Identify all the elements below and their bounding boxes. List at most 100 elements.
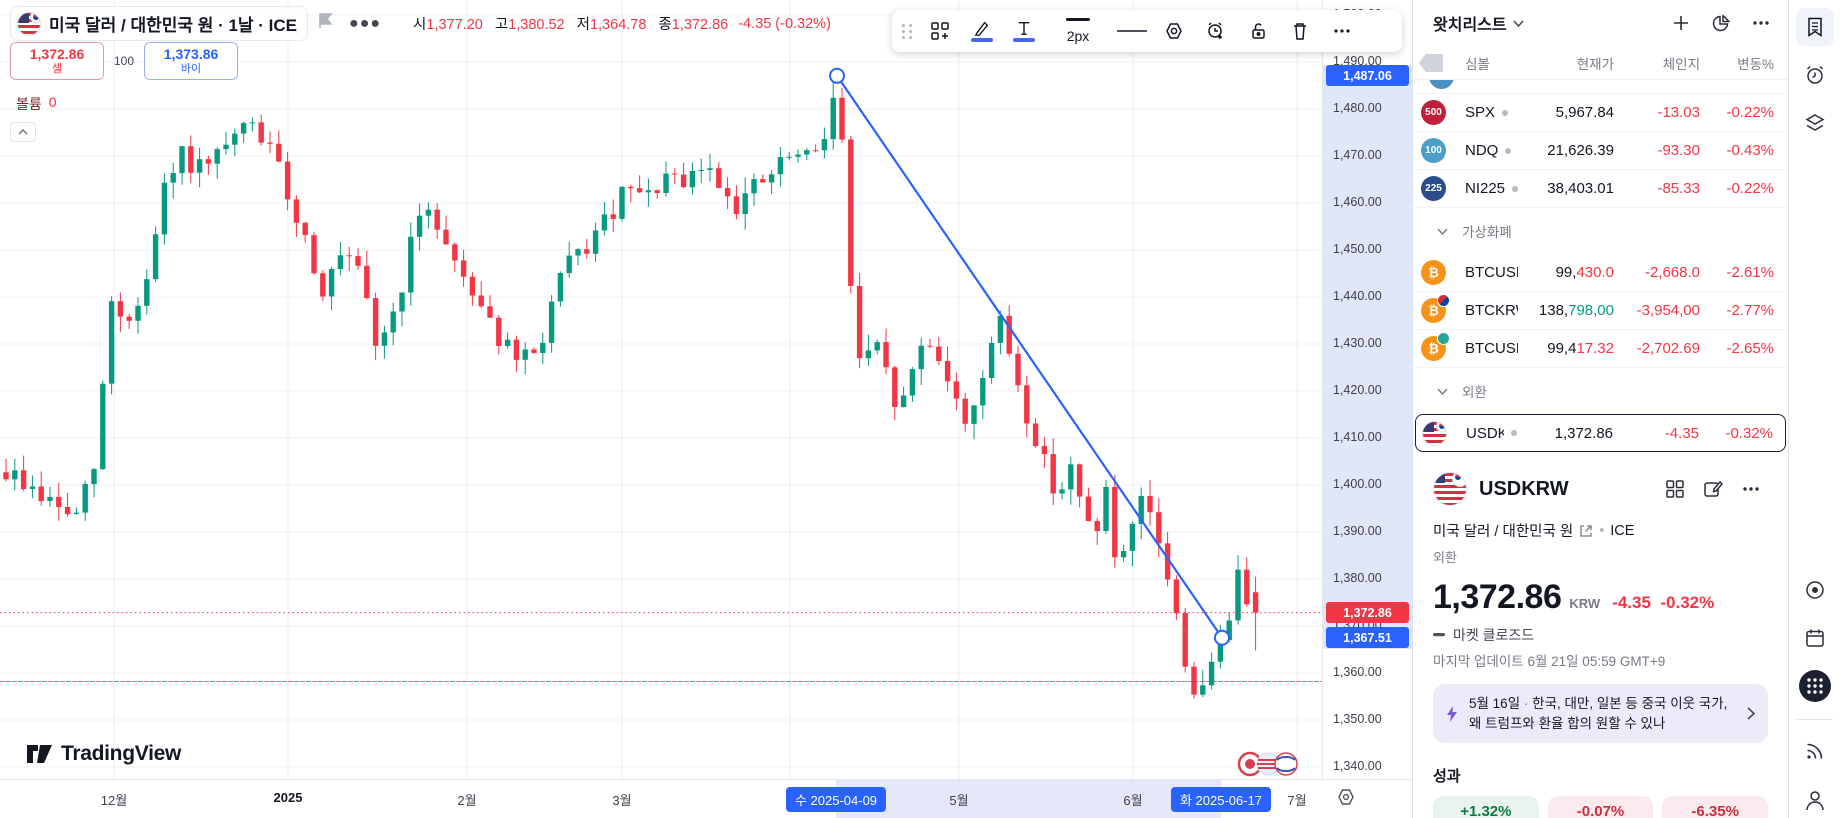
watchlist-row-NI225[interactable]: 225 NI225 38,403.01 -85.33 -0.22% — [1413, 170, 1788, 208]
performance-tile[interactable]: +1.32% — [1433, 796, 1539, 818]
external-link-icon[interactable] — [1579, 524, 1593, 538]
symbol-name: NDQ — [1465, 142, 1499, 159]
watchlist-section-가상화폐[interactable]: 가상화폐 — [1413, 208, 1788, 254]
watchlist-row-NDQ[interactable]: 100 NDQ 21,626.39 -93.30 -0.43% — [1413, 132, 1788, 170]
symbol-change-pct: -2.65% — [1726, 340, 1774, 357]
column-symbol[interactable]: 심볼 — [1465, 56, 1490, 72]
market-status-dot — [1505, 147, 1512, 154]
collapse-pane-button[interactable] — [10, 122, 36, 142]
usdkrw-flag-icon — [17, 11, 41, 36]
watchlist-column-headers: 심볼 현재가 체인지 변동% — [1413, 46, 1788, 80]
column-change[interactable]: 체인지 — [1662, 56, 1700, 72]
chevron-right-icon — [1747, 707, 1755, 720]
trendline-end-price-label: 1,367.51 — [1326, 627, 1409, 648]
symbol-change-pct: -0.43% — [1726, 142, 1774, 159]
usdkrw-badge-icon — [1422, 420, 1447, 446]
ohlc-values: 시1,377.20 고1,380.52 저1,364.78 종1,372.86 — [413, 17, 729, 33]
line-width-button[interactable]: 2px — [1046, 14, 1110, 48]
symbol-badge-icon: 500 — [1421, 100, 1446, 125]
market-status-dot — [1511, 430, 1517, 436]
add-symbol-icon[interactable] — [1664, 6, 1698, 40]
performance-tile[interactable]: -6.35% — [1662, 796, 1769, 818]
heatmap-pie-icon[interactable] — [1704, 6, 1738, 40]
sidebar-news-feed-icon[interactable] — [1796, 732, 1834, 770]
detail-symbol[interactable]: USDKRW — [1479, 477, 1569, 500]
lock-icon[interactable] — [1238, 14, 1278, 48]
timezone-settings-icon[interactable] — [1336, 787, 1356, 812]
detail-more-icon[interactable] — [1734, 472, 1768, 506]
scroll-tab-icon[interactable] — [1419, 54, 1443, 72]
sidebar-apps-grid-icon[interactable] — [1796, 667, 1834, 705]
symbol-detail-panel: USDKRW 미국 달러 / 대한민국 원 — [1412, 456, 1788, 818]
sidebar-object-tree-icon[interactable] — [1796, 104, 1834, 142]
market-status-dot — [1502, 109, 1509, 116]
detail-edit-icon[interactable] — [1696, 472, 1730, 506]
watchlist-row-BTCUSDT[interactable]: ₿ BTCUSDT 99,417.32 -2,702.69 -2.65% — [1413, 330, 1788, 368]
detail-grid-icon[interactable] — [1658, 472, 1692, 506]
toolbar-drag-handle-icon[interactable] — [898, 23, 916, 39]
candlestick-chart[interactable] — [0, 0, 1322, 779]
symbol-change-pct: -0.22% — [1726, 104, 1774, 121]
line-style-button[interactable] — [1112, 14, 1152, 48]
flag-bookmark-icon[interactable] — [318, 13, 333, 34]
last-update: 마지막 업데이트 6월 21일 05:59 GMT+9 — [1433, 654, 1666, 669]
detail-description: 미국 달러 / 대한민국 원 — [1433, 524, 1574, 540]
trendline-start-price-label: 1,487.06 — [1326, 65, 1409, 86]
watchlist-row-BTCUSD[interactable]: ₿ BTCUSD 99,430.0 -2,668.0 -2.61% — [1413, 254, 1788, 292]
price-tick: 1,490.00 — [1333, 54, 1382, 68]
watchlist-section-외환[interactable]: 외환 — [1413, 368, 1788, 414]
trendline-date-label-end: 화 2025-06-17 — [1170, 787, 1272, 812]
toolbar-more-icon[interactable] — [1322, 14, 1362, 48]
symbol-price: 1,372.86 — [1554, 424, 1613, 442]
price-tick: 1,480.00 — [1333, 101, 1382, 115]
price-tick: 1,470.00 — [1333, 148, 1382, 162]
symbol-button[interactable]: 미국 달러 / 대한민국 원 · 1날 · ICE — [10, 6, 309, 41]
market-status-dot — [1512, 185, 1518, 192]
symbol-badge-icon: 100 — [1421, 138, 1446, 163]
performance-tile[interactable]: -0.07% — [1547, 796, 1654, 818]
time-axis[interactable]: 12월 2025 2월 3월 5월 6월 7월 수 2025-04-09 화 2025-06-1… — [0, 779, 1412, 818]
watchlist-title-button[interactable]: 왓치리스트 — [1433, 11, 1524, 35]
symbol-price: 99,417.32 — [1547, 340, 1614, 357]
sidebar-target-icon[interactable] — [1796, 571, 1834, 609]
watchlist-more-icon[interactable] — [1744, 6, 1778, 40]
chevron-down-icon — [1513, 19, 1524, 27]
tradingview-logo[interactable]: TradingView — [26, 742, 181, 766]
symbol-change: -2,668.0 — [1644, 264, 1700, 281]
chevron-down-icon — [1437, 228, 1448, 235]
line-color-icon[interactable] — [962, 14, 1002, 48]
news-item[interactable]: 5월 16일 · 한국, 대만, 일본 등 중국 이웃 국가, 왜 트럼프와 환… — [1433, 684, 1768, 744]
symbol-name: USDKRW — [1466, 424, 1504, 442]
delete-trash-icon[interactable] — [1280, 14, 1320, 48]
watchlist-row-SPX[interactable]: 500 SPX 5,967.84 -13.03 -0.22% — [1413, 94, 1788, 132]
template-grid-icon[interactable] — [920, 14, 960, 48]
watchlist-row-partial[interactable] — [1413, 80, 1788, 94]
sell-button[interactable]: 1,372.86 셀 — [10, 42, 104, 80]
symbol-more-icon[interactable]: ●●● — [349, 14, 382, 32]
price-tick: 1,340.00 — [1333, 759, 1382, 773]
add-alert-icon[interactable] — [1196, 14, 1236, 48]
price-tick: 1,460.00 — [1333, 195, 1382, 209]
price-axis[interactable]: 1,500.001,490.001,480.001,470.001,460.00… — [1322, 0, 1413, 779]
text-color-icon[interactable] — [1004, 14, 1044, 48]
buy-button[interactable]: 1,373.86 바이 — [144, 42, 239, 80]
symbol-change-pct: -2.61% — [1726, 264, 1774, 281]
time-selection-band — [836, 780, 1221, 818]
symbol-badge-icon: 225 — [1421, 176, 1446, 201]
column-pct[interactable]: 변동% — [1737, 56, 1774, 72]
watchlist-row-BTCKRW[interactable]: ₿ BTCKRW 138,798,00 -3,954,00 -2.77% — [1413, 292, 1788, 330]
sidebar-chat-person-icon[interactable] — [1796, 780, 1834, 818]
symbol-change: -2,702.69 — [1636, 340, 1700, 357]
axis-selection-band — [1323, 65, 1413, 649]
sidebar-watchlist-icon[interactable] — [1795, 8, 1834, 46]
column-price[interactable]: 현재가 — [1576, 56, 1614, 72]
watchlist-row-USDKRW[interactable]: USDKRW 1,372.86 -4.35 -0.32% — [1415, 414, 1786, 452]
time-tick: 2025 — [273, 790, 303, 805]
sidebar-alerts-icon[interactable] — [1796, 56, 1834, 94]
line-width-label: 2px — [1066, 27, 1090, 44]
currency-flags-icon[interactable] — [1236, 750, 1308, 783]
settings-hexagon-icon[interactable] — [1154, 14, 1194, 48]
price-tick: 1,360.00 — [1333, 665, 1382, 679]
symbol-name: BTCUSDT — [1465, 340, 1518, 357]
sidebar-calendar-icon[interactable] — [1796, 619, 1834, 657]
